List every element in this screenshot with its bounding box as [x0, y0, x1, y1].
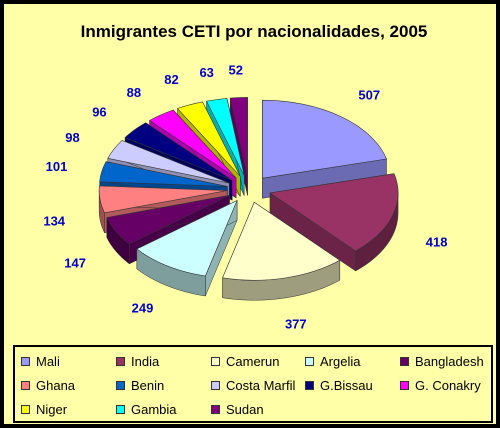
value-label-camerun: 377 [285, 316, 307, 331]
legend-item-mali: Mali [21, 351, 60, 371]
value-label-g-conakry: 88 [127, 85, 141, 100]
slice-argelia [136, 199, 238, 277]
pie-chart: Inmigrantes CETI por nacionalidades, 200… [43, 22, 448, 331]
legend-swatch [21, 404, 30, 414]
legend-swatch [211, 380, 220, 390]
legend-label: Ghana [36, 377, 76, 393]
value-label-mali: 507 [358, 87, 380, 102]
legend-label: Niger [36, 401, 68, 417]
value-label-niger: 82 [164, 72, 178, 87]
slice-ghana [98, 185, 228, 214]
slice-gambia [206, 98, 245, 176]
slice-camerun [222, 201, 341, 281]
value-label-ghana: 134 [43, 214, 65, 229]
legend-swatch [400, 380, 409, 390]
legend-label: Mali [36, 353, 60, 369]
slice-india [269, 173, 399, 252]
slice-mali [262, 99, 387, 179]
legend-swatch [116, 404, 125, 414]
value-label-sudan: 52 [228, 63, 242, 78]
legend-swatch [211, 404, 220, 414]
legend: Mali India Camerun Argelia Bangladesh Ghana Be… [13, 345, 493, 423]
slice-costa-marfil [107, 140, 230, 184]
legend-item-costa-marfil: Costa Marfil [211, 375, 295, 395]
slice-g-bissau [124, 122, 233, 181]
chart-title: Inmigrantes CETI por nacionalidades, 200… [81, 22, 428, 41]
legend-label: Costa Marfil [226, 377, 296, 393]
value-label-costa-marfil: 98 [65, 130, 79, 145]
legend-item-sudan: Sudan [211, 399, 264, 419]
legend-swatch [21, 380, 30, 390]
slice-bangladesh [106, 195, 230, 245]
legend-item-bangladesh: Bangladesh [400, 351, 484, 371]
value-label-benin: 101 [46, 159, 68, 174]
slice-sudan [229, 97, 248, 176]
legend-item-benin: Benin [116, 375, 164, 395]
legend-label: India [131, 353, 160, 369]
legend-label: Benin [131, 377, 165, 393]
legend-label: Sudan [226, 401, 264, 417]
value-label-bangladesh: 147 [64, 255, 86, 270]
legend-swatch [305, 380, 314, 390]
legend-label: Bangladesh [415, 353, 484, 369]
legend-item-g-conakry: G. Conakry [400, 375, 481, 395]
legend-swatch [305, 356, 314, 366]
legend-item-gambia: Gambia [116, 399, 177, 419]
value-label-gambia: 63 [199, 65, 213, 80]
legend-item-camerun: Camerun [211, 351, 279, 371]
legend-item-ghana: Ghana [21, 375, 75, 395]
legend-label: G. Conakry [415, 377, 481, 393]
legend-swatch [400, 356, 409, 366]
legend-item-niger: Niger [21, 399, 67, 419]
legend-swatch [116, 356, 125, 366]
legend-swatch [211, 356, 220, 366]
value-label-argelia: 249 [132, 301, 154, 316]
legend-item-argelia: Argelia [305, 351, 360, 371]
slice-benin [99, 161, 228, 187]
legend-swatch [21, 356, 30, 366]
legend-label: Camerun [226, 353, 280, 369]
legend-swatch [116, 380, 125, 390]
slice-g-conakry [148, 109, 237, 179]
legend-item-g-bissau: G.Bissau [305, 375, 373, 395]
legend-label: Gambia [131, 401, 177, 417]
legend-item-india: India [116, 351, 159, 371]
value-label-g-bissau: 96 [92, 105, 106, 120]
value-label-india: 418 [426, 235, 448, 250]
slice-niger [176, 101, 241, 177]
legend-label: Argelia [320, 353, 361, 369]
legend-label: G.Bissau [320, 377, 373, 393]
